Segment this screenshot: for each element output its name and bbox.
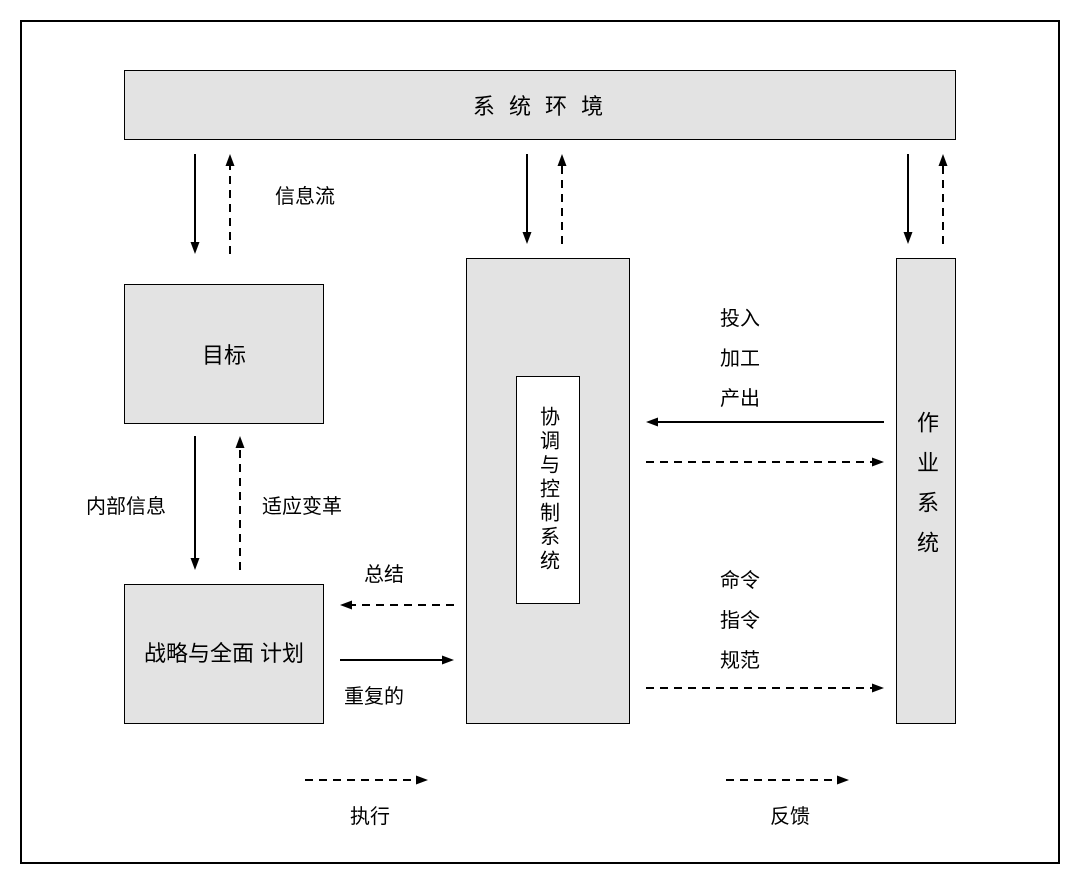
node-goal: 目标 [124, 284, 324, 424]
label-adapt-change: 适应变革 [262, 490, 342, 519]
node-env-label: 系 统 环 境 [473, 89, 607, 121]
label-info-flow: 信息流 [275, 180, 335, 209]
label-output: 产出 [720, 382, 760, 411]
label-input: 投入 [720, 302, 760, 331]
label-norm: 规范 [720, 644, 760, 673]
label-command: 命令 [720, 564, 760, 593]
label-instruction: 指令 [720, 604, 760, 633]
label-repeat: 重复的 [344, 680, 404, 709]
node-coord-inner-label: 协调与控制系统 [534, 406, 563, 574]
label-process: 加工 [720, 342, 760, 371]
label-internal-info: 内部信息 [86, 490, 166, 519]
label-summary: 总结 [364, 558, 404, 587]
legend-exec: 执行 [350, 800, 390, 829]
node-strategy-label: 战略与全面 计划 [144, 639, 304, 670]
node-coord-inner: 协调与控制系统 [516, 376, 580, 604]
legend-feedback: 反馈 [770, 800, 810, 829]
node-ops: 作业系统 [896, 258, 956, 724]
node-env: 系 统 环 境 [124, 70, 956, 140]
node-ops-label: 作业系统 [910, 411, 942, 571]
node-goal-label: 目标 [202, 338, 246, 370]
node-strategy: 战略与全面 计划 [124, 584, 324, 724]
